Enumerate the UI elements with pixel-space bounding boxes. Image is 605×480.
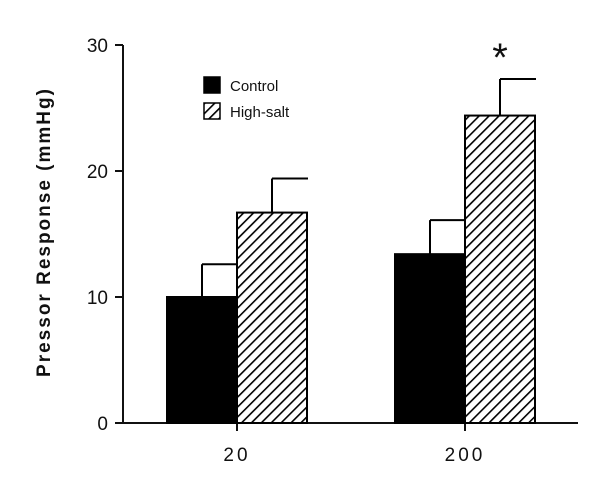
bar-control-200	[394, 253, 466, 424]
x-tick-label: 200	[445, 445, 486, 466]
y-tick-label: 20	[87, 162, 108, 183]
x-tick-label: 20	[223, 445, 250, 466]
legend-label: Control	[230, 78, 278, 95]
y-tick-label: 10	[87, 288, 108, 309]
y-tick-label: 30	[87, 36, 108, 57]
legend-label: High-salt	[230, 104, 290, 121]
bar-high-salt-200	[464, 114, 536, 424]
bar-high-salt-20	[236, 211, 308, 424]
y-tick-label: 0	[97, 414, 108, 435]
legend-swatch	[203, 102, 221, 120]
y-axis-label: Pressor Response (mmHg)	[34, 87, 55, 377]
significance-asterisk: *	[492, 36, 508, 80]
legend: Control High-salt	[203, 76, 290, 121]
bar-control-20	[166, 296, 238, 424]
bars: *	[166, 36, 536, 424]
legend-swatch	[203, 76, 221, 94]
